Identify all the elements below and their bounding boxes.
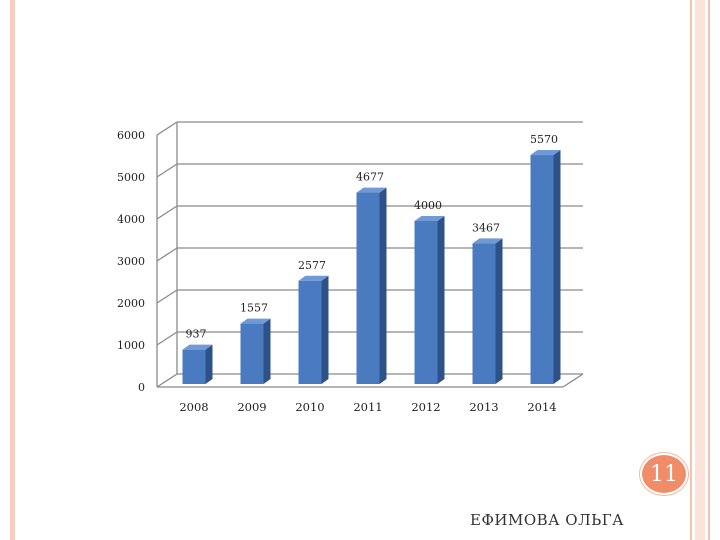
bar <box>182 349 206 384</box>
x-tick-label: 2010 <box>295 400 324 414</box>
gridline-depth <box>156 289 178 304</box>
data-label: 3467 <box>472 221 500 234</box>
bar <box>472 243 496 384</box>
x-tick-label: 2011 <box>353 400 382 414</box>
bar-top <box>530 150 561 156</box>
bar <box>356 192 380 384</box>
x-tick-label: 2008 <box>179 400 208 414</box>
gridline-depth <box>156 163 178 178</box>
y-tick-label: 0 <box>138 381 145 394</box>
bar <box>414 221 438 384</box>
gridline-depth <box>156 373 178 388</box>
bar-top <box>240 318 271 324</box>
x-tick-label: 2013 <box>469 400 498 414</box>
left-frame-stripe <box>10 0 15 540</box>
y-tick-label: 2000 <box>117 297 145 310</box>
bar-top <box>472 238 503 244</box>
bar-side <box>379 187 387 384</box>
floor-edge <box>562 373 584 388</box>
author-name: ЕФИМОВА ОЛЬГА <box>470 511 625 529</box>
bar-top <box>414 216 445 221</box>
gridline-depth <box>156 121 178 136</box>
right-frame-line <box>690 0 692 540</box>
y-tick-label: 3000 <box>117 255 145 268</box>
y-tick-label: 4000 <box>117 213 145 226</box>
y-tick-label: 5000 <box>117 171 145 184</box>
bar <box>530 155 554 384</box>
gridline-depth <box>156 247 178 262</box>
bar-top <box>356 187 387 193</box>
slide-number-badge: 11 <box>640 453 688 495</box>
gridline-depth <box>156 205 178 220</box>
bar-top <box>182 344 213 350</box>
data-label: 1557 <box>240 302 268 315</box>
x-tick-label: 2012 <box>411 400 440 414</box>
bar-side <box>205 344 213 384</box>
data-label: 5570 <box>530 133 558 146</box>
bar-side <box>495 238 503 384</box>
right-frame-line <box>708 0 710 540</box>
y-tick-label: 1000 <box>117 339 145 352</box>
data-label: 2577 <box>298 259 326 272</box>
x-tick-label: 2014 <box>527 400 556 414</box>
right-frame-stripe <box>695 0 705 540</box>
x-tick-label: 2009 <box>237 400 266 414</box>
data-label: 4000 <box>414 199 442 212</box>
y-tick-label: 6000 <box>117 129 145 142</box>
bar-side <box>553 150 561 384</box>
data-label: 4677 <box>356 171 384 184</box>
bar-side <box>321 275 329 384</box>
bar-side <box>263 318 271 384</box>
bar-top <box>298 275 329 281</box>
data-label: 937 <box>186 328 207 341</box>
bar <box>240 323 264 384</box>
gridline-depth <box>156 331 178 346</box>
bar-side <box>437 216 445 384</box>
bar <box>298 280 322 384</box>
